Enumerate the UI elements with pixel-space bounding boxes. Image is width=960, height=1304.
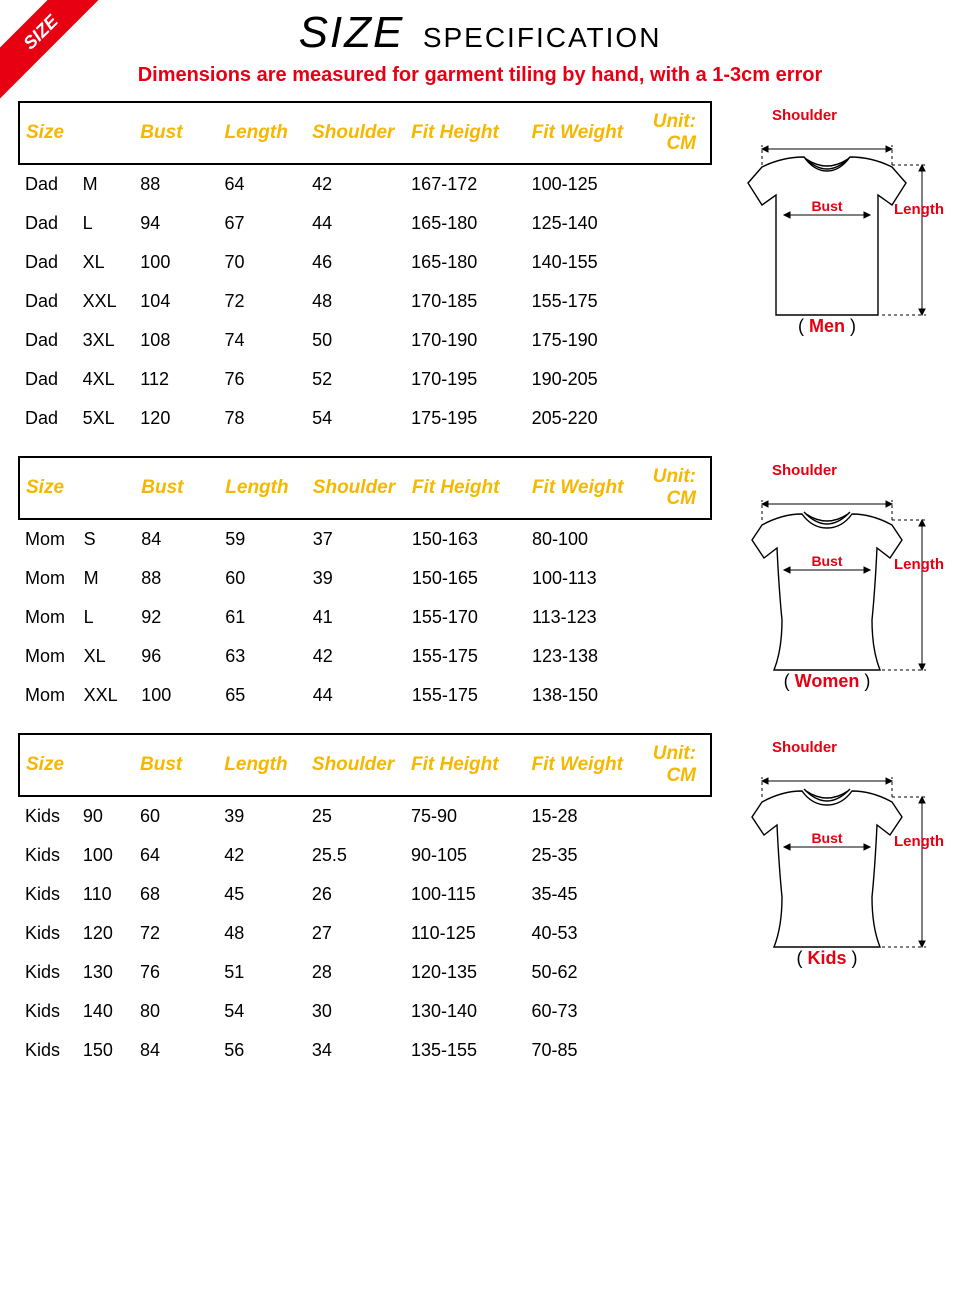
table-row: Dad4XL1127652170-195190-205 (19, 360, 711, 399)
length-label: Length (894, 201, 944, 218)
col-header: Bust (134, 734, 218, 796)
svg-text:Bust: Bust (811, 553, 842, 569)
svg-text:Bust: Bust (811, 198, 842, 214)
col-header: Unit: CM (647, 102, 711, 164)
table-row: DadXL1007046165-180140-155 (19, 243, 711, 282)
col-header: Size (19, 734, 134, 796)
size-table: SizeBustLengthShoulderFit HeightFit Weig… (18, 101, 712, 438)
shirt-diagram: Shoulder Bust (712, 101, 942, 335)
table-row: Kids110684526100-11535-45 (19, 875, 711, 914)
svg-text:Bust: Bust (811, 830, 842, 846)
table-row: Kids140805430130-14060-73 (19, 992, 711, 1031)
title-small: SPECIFICATION (423, 22, 662, 53)
size-table: SizeBustLengthShoulderFit HeightFit Weig… (18, 733, 712, 1070)
table-row: Kids130765128120-13550-62 (19, 953, 711, 992)
shirt-diagram: Shoulder Bust (712, 733, 942, 967)
table-row: MomXL966342155-175123-138 (19, 637, 711, 676)
col-header: Fit Weight (526, 457, 647, 519)
col-header: Size (19, 102, 134, 164)
col-header: Length (218, 102, 306, 164)
col-header: Fit Weight (526, 102, 647, 164)
col-header: Fit Height (406, 457, 526, 519)
col-header: Size (19, 457, 135, 519)
col-header: Unit: CM (647, 734, 711, 796)
col-header: Length (219, 457, 307, 519)
table-row: DadXXL1047248170-185155-175 (19, 282, 711, 321)
size-section-men: SizeBustLengthShoulderFit HeightFit Weig… (18, 101, 942, 438)
table-row: DadL946744165-180125-140 (19, 204, 711, 243)
category-label: Men (712, 316, 942, 337)
shirt-diagram: Shoulder Bust (712, 456, 942, 690)
table-row: DadM886442167-172100-125 (19, 164, 711, 204)
shoulder-label: Shoulder (772, 107, 837, 124)
table-row: Dad5XL1207854175-195205-220 (19, 399, 711, 438)
table-row: Kids100644225.590-10525-35 (19, 836, 711, 875)
col-header: Unit: CM (647, 457, 711, 519)
size-section-kids: SizeBustLengthShoulderFit HeightFit Weig… (18, 733, 942, 1070)
category-label: Women (712, 671, 942, 692)
length-label: Length (894, 833, 944, 850)
col-header: Fit Height (405, 734, 526, 796)
table-row: MomM886039150-165100-113 (19, 559, 711, 598)
col-header: Fit Weight (526, 734, 647, 796)
col-header: Bust (135, 457, 219, 519)
col-header: Bust (134, 102, 218, 164)
table-row: MomL926141155-170113-123 (19, 598, 711, 637)
shoulder-label: Shoulder (772, 739, 837, 756)
size-table: SizeBustLengthShoulderFit HeightFit Weig… (18, 456, 712, 715)
page-title: SIZE SPECIFICATION (18, 0, 942, 58)
length-label: Length (894, 556, 944, 573)
col-header: Shoulder (307, 457, 406, 519)
table-row: Dad3XL1087450170-190175-190 (19, 321, 711, 360)
shoulder-label: Shoulder (772, 462, 837, 479)
col-header: Fit Height (405, 102, 525, 164)
table-row: Kids150845634135-15570-85 (19, 1031, 711, 1070)
table-row: Kids9060392575-9015-28 (19, 796, 711, 836)
col-header: Length (218, 734, 306, 796)
subtitle: Dimensions are measured for garment tili… (18, 64, 942, 87)
table-row: MomS845937150-16380-100 (19, 519, 711, 559)
category-label: Kids (712, 948, 942, 969)
col-header: Shoulder (306, 734, 405, 796)
size-section-women: SizeBustLengthShoulderFit HeightFit Weig… (18, 456, 942, 715)
col-header: Shoulder (306, 102, 405, 164)
title-big: SIZE (299, 8, 405, 58)
table-row: Kids120724827110-12540-53 (19, 914, 711, 953)
table-row: MomXXL1006544155-175138-150 (19, 676, 711, 715)
